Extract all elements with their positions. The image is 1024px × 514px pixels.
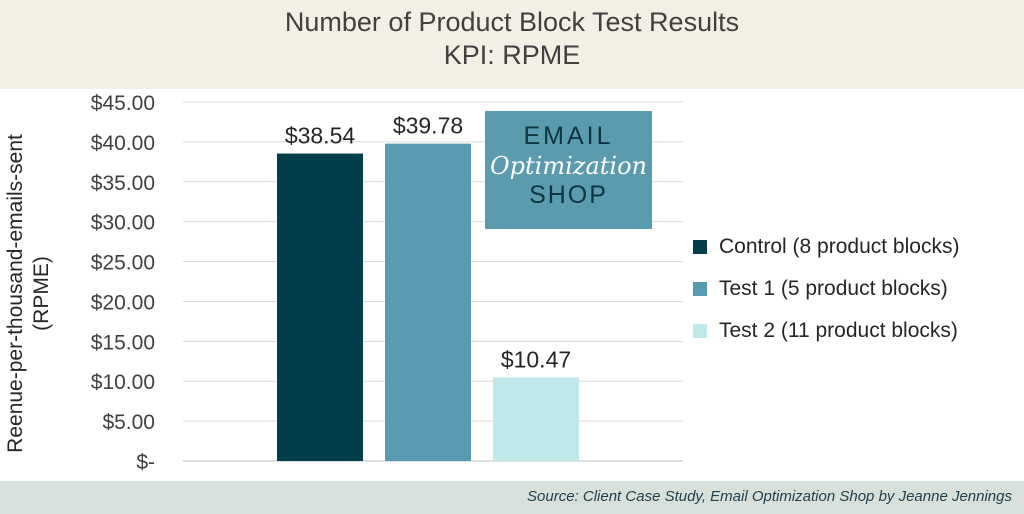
logo-line-shop: SHOP (529, 181, 608, 209)
y-axis-label: (RPME) (30, 256, 53, 331)
y-tick-label: $- (136, 451, 155, 474)
legend-item-test-2: Test 2 (11 product blocks) (693, 310, 959, 352)
data-label: $10.47 (501, 346, 571, 372)
bar-2 (385, 143, 471, 462)
chart-footer: Source: Client Case Study, Email Optimiz… (0, 481, 1024, 514)
chart-title: Number of Product Block Test Results (284, 7, 740, 37)
y-tick-label: $30.00 (91, 212, 155, 235)
y-tick-label: $20.00 (91, 291, 155, 314)
legend-label-control: Control (8 product blocks) (719, 235, 960, 258)
legend-label-test-2: Test 2 (11 product blocks) (719, 319, 958, 342)
logo-line-email: EMAIL (523, 122, 614, 150)
logo-line-optimization: Optimization (490, 152, 647, 180)
email-optimization-shop-logo: EMAIL Optimization SHOP (485, 111, 652, 229)
chart-header: Number of Product Block Test Results KPI… (0, 0, 1024, 89)
data-label: $39.78 (393, 113, 463, 139)
data-label: $38.54 (285, 123, 356, 149)
y-tick-label: $45.00 (91, 92, 155, 115)
y-axis-label: Reenue-per-thousand-emails-sent (4, 134, 27, 453)
y-tick-label: $25.00 (91, 252, 155, 275)
bar-3 (493, 377, 579, 461)
legend-item-control: Control (8 product blocks) (693, 226, 959, 268)
source-note: Source: Client Case Study, Email Optimiz… (527, 488, 1012, 505)
legend-swatch-test-1 (693, 282, 707, 296)
y-tick-label: $10.00 (91, 371, 155, 394)
y-tick-label: $35.00 (91, 172, 155, 195)
legend-label-test-1: Test 1 (5 product blocks) (719, 277, 948, 300)
y-tick-label: $40.00 (91, 132, 155, 155)
y-tick-label: $15.00 (91, 331, 155, 354)
bar-1 (277, 153, 363, 461)
legend-item-test-1: Test 1 (5 product blocks) (693, 268, 959, 310)
chart-subtitle: KPI: RPME (443, 40, 581, 70)
legend-swatch-control (693, 240, 707, 254)
y-tick-label: $5.00 (102, 411, 155, 434)
legend-swatch-test-2 (693, 324, 707, 338)
chart-legend: Control (8 product blocks) Test 1 (5 pro… (693, 226, 959, 352)
